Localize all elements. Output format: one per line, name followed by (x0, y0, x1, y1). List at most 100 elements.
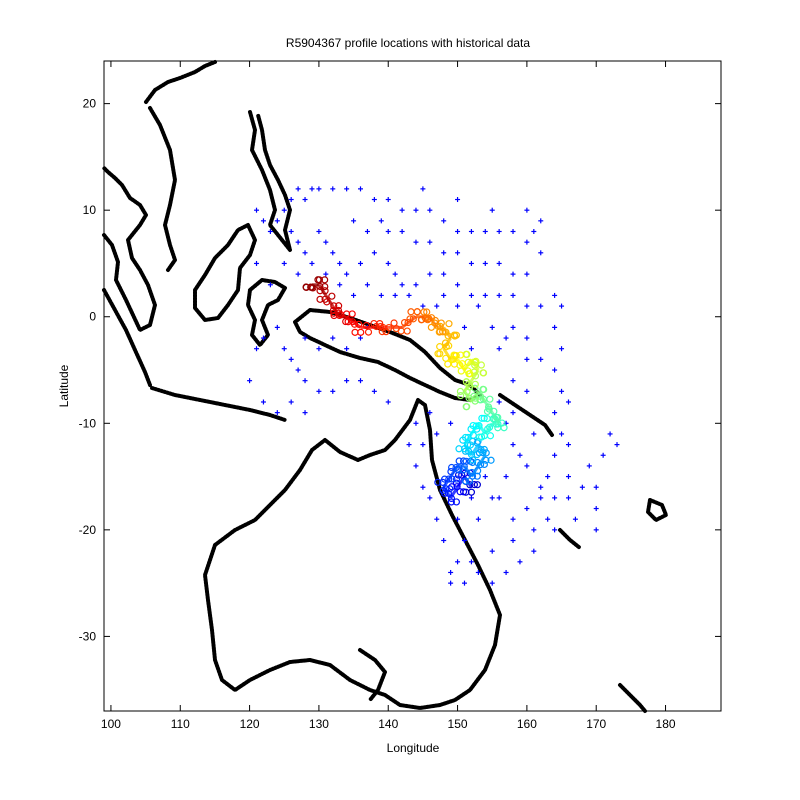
float-track-segment (470, 465, 480, 478)
historical-profile-point (281, 207, 287, 213)
historical-profile-point (302, 378, 308, 384)
historical-profile-point (524, 335, 530, 341)
plot-area (102, 60, 722, 713)
historical-profile-point (565, 474, 571, 480)
y-tick-label: 0 (89, 310, 96, 324)
x-tick-label: 180 (656, 717, 676, 731)
historical-profile-point (330, 335, 336, 341)
float-track-segment (477, 422, 487, 435)
historical-profile-point (420, 484, 426, 490)
historical-profile-point (517, 452, 523, 458)
historical-profile-point (461, 580, 467, 586)
float-track-segment (442, 486, 452, 499)
historical-profile-point (538, 250, 544, 256)
historical-profile-point (489, 324, 495, 330)
historical-profile-point (531, 431, 537, 437)
historical-profile-point (309, 260, 315, 266)
historical-profile-point (267, 282, 273, 288)
historical-profile-point (337, 260, 343, 266)
historical-profile-point (420, 303, 426, 309)
historical-profile-point (434, 431, 440, 437)
x-tick-label: 140 (378, 717, 398, 731)
historical-profile-point (441, 271, 447, 277)
historical-profile-point (406, 442, 412, 448)
historical-profile-point (482, 474, 488, 480)
historical-profile-point (607, 431, 613, 437)
historical-profile-point (371, 250, 377, 256)
historical-profile-point (503, 474, 509, 480)
historical-profile-point (510, 378, 516, 384)
historical-profile-point (441, 292, 447, 298)
historical-profile-point (385, 197, 391, 203)
historical-profile-point (406, 292, 412, 298)
historical-profile-point (614, 442, 620, 448)
historical-profile-point (565, 399, 571, 405)
x-tick-label: 170 (586, 717, 606, 731)
historical-profile-point (274, 410, 280, 416)
historical-profile-point (316, 388, 322, 394)
historical-profile-point (489, 580, 495, 586)
y-tick-label: 10 (83, 203, 97, 217)
historical-profile-point (531, 228, 537, 234)
coastline-australia (203, 398, 502, 710)
historical-profile-point (510, 410, 516, 416)
historical-profile-point (600, 452, 606, 458)
float-track-segment (470, 443, 480, 457)
historical-profile-point (302, 250, 308, 256)
float-track-segment (490, 411, 501, 425)
historical-profile-point (434, 303, 440, 309)
historical-profile-point (468, 292, 474, 298)
historical-profile-point (593, 506, 599, 512)
historical-profile-point (475, 569, 481, 575)
historical-profile-point (517, 559, 523, 565)
historical-profile-point (274, 218, 280, 224)
historical-profile-point (385, 228, 391, 234)
historical-profile-point (330, 186, 336, 192)
x-tick-label: 150 (448, 717, 468, 731)
historical-profile-point (399, 282, 405, 288)
y-axis-label: Latitude (57, 364, 71, 407)
historical-profiles (247, 186, 620, 586)
x-tick-label: 160 (517, 717, 537, 731)
historical-profile-point (510, 538, 516, 544)
historical-profile-point (274, 324, 280, 330)
historical-profile-point (524, 388, 530, 394)
historical-profile-point (524, 463, 530, 469)
historical-profile-point (358, 186, 364, 192)
float-profile-point (448, 479, 468, 496)
historical-profile-point (364, 282, 370, 288)
historical-profile-point (503, 569, 509, 575)
historical-profile-point (378, 218, 384, 224)
historical-profile-point (364, 228, 370, 234)
float-track-segment (470, 369, 480, 382)
historical-profile-point (254, 346, 260, 352)
x-tick-label: 120 (240, 717, 260, 731)
historical-profile-point (351, 292, 357, 298)
historical-profile-point (281, 260, 287, 266)
y-tick-label: -10 (79, 416, 97, 430)
float-track-segment (477, 443, 487, 457)
historical-profile-point (427, 207, 433, 213)
coastline-new-zealand (618, 683, 647, 713)
historical-profile-point (579, 484, 585, 490)
historical-profile-point (413, 239, 419, 245)
historical-profile-point (531, 548, 537, 554)
historical-profile-point (385, 399, 391, 405)
coastline-borneo (193, 223, 257, 322)
coastline-tasmania (358, 648, 387, 702)
y-tick-label: 20 (83, 97, 97, 111)
historical-profile-point (323, 271, 329, 277)
historical-profile-point (295, 186, 301, 192)
historical-profile-point (448, 569, 454, 575)
x-tick-label: 130 (309, 717, 329, 731)
historical-profile-point (427, 410, 433, 416)
historical-profile-point (475, 303, 481, 309)
historical-profile-point (399, 207, 405, 213)
historical-profile-point (552, 527, 558, 533)
chart-title: R5904367 profile locations with historic… (286, 36, 530, 50)
coastline-fiji (646, 498, 668, 522)
historical-profile-point (538, 484, 544, 490)
historical-profile-point (475, 516, 481, 522)
historical-profile-point (461, 324, 467, 330)
historical-profile-point (385, 260, 391, 266)
